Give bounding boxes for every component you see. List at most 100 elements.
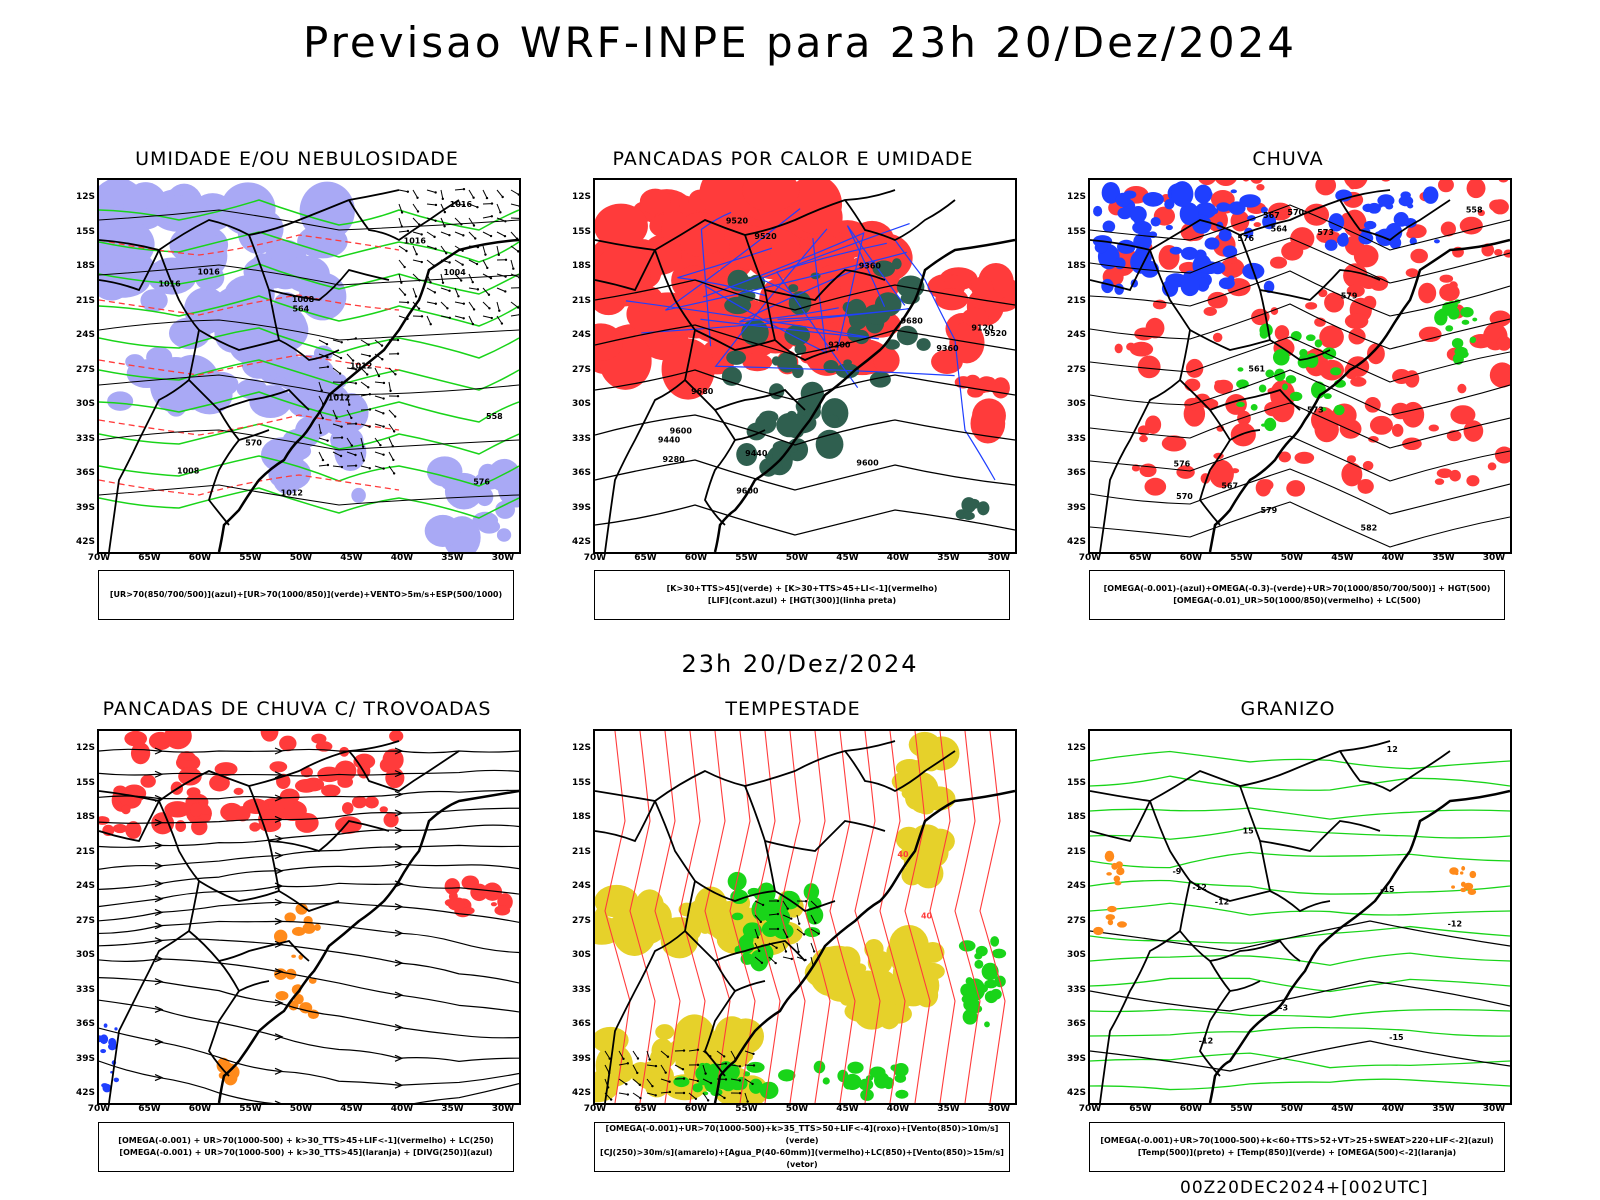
pressure-contour	[99, 484, 519, 506]
coastline	[217, 238, 519, 552]
humidity-low-levels-contour	[99, 391, 519, 423]
lon-tick-label: 40W	[886, 1104, 910, 1114]
geopotential-500-contour	[1090, 204, 1510, 251]
lat-tick-label: 24S	[1066, 881, 1086, 891]
streamline	[99, 977, 519, 1039]
lon-tick-label: 50W	[785, 1104, 809, 1114]
contour-label: 570	[1287, 208, 1304, 217]
thickness-contour	[99, 474, 400, 496]
lat-tick-label: 18S	[571, 812, 591, 822]
panel-legend: [OMEGA(-0.001) + UR>70(1000-500) + k>30_…	[98, 1122, 514, 1172]
lon-tick-label: 55W	[239, 553, 262, 563]
lat-tick-label: 21S	[75, 846, 95, 857]
panel-legend: [K>30+TTS>45](verde) + [K>30+TTS>45+LI<-…	[594, 570, 1010, 620]
lifted-index-contour	[700, 211, 732, 347]
panel-legend: [OMEGA(-0.001)+UR>70(1000-500)+k>35_TTS>…	[594, 1122, 1010, 1172]
border-line	[1209, 388, 1301, 411]
temp-500-contour	[1090, 1040, 1510, 1072]
lon-tick-label: 55W	[1230, 1104, 1253, 1114]
geopotential-300-contour	[595, 279, 1015, 311]
contour-label: 9360	[859, 261, 882, 270]
geopotential-500-contour	[1090, 369, 1510, 416]
border-line	[703, 990, 736, 1077]
streamline-850	[854, 731, 881, 1103]
lifted-index-contour	[625, 300, 879, 340]
political-borders	[595, 189, 1015, 552]
border-line	[694, 329, 776, 351]
map-frame: 582 579 576 573 570 567 564 561 558 579 576 573 570 5…	[1088, 178, 1512, 554]
pressure-contour	[99, 429, 519, 451]
lat-tick-label: 18S	[571, 261, 591, 271]
lat-tick-label: 24S	[571, 330, 591, 340]
contour-label: 9600	[670, 426, 693, 435]
contour-label: 576	[1174, 459, 1191, 468]
temp-850-contour	[1090, 1026, 1510, 1037]
streamline	[99, 807, 519, 824]
map-frame: 9680 9680 9600 9600 9520 9520 9440 9440 9360 9360…	[593, 178, 1017, 554]
lon-tick-label: 35W	[937, 553, 960, 563]
temp-850-contour	[1090, 750, 1510, 770]
wind-vectors	[318, 337, 400, 475]
contour-label: -9	[1172, 867, 1181, 876]
lon-tick-label: 65W	[1129, 1104, 1152, 1114]
border-line	[1239, 785, 1381, 853]
lat-tick-label: 36S	[571, 468, 591, 478]
lon-tick-label: 70W	[87, 553, 111, 563]
jet-stream-area	[595, 884, 804, 959]
lat-tick-label: 42S	[571, 1088, 591, 1098]
streamline	[99, 844, 519, 870]
border-line	[218, 388, 310, 411]
lat-tick-label: 36S	[1066, 1019, 1086, 1029]
streamline	[99, 824, 519, 848]
lon-tick-label: 50W	[785, 553, 809, 563]
map-frame: 40 40	[593, 729, 1017, 1105]
lifted-index-contour	[677, 247, 773, 297]
lat-tick-label: 27S	[571, 915, 591, 926]
thickness-contour	[99, 354, 400, 376]
streamline	[99, 1027, 519, 1086]
humidity-low-levels-contour	[99, 455, 519, 487]
contour-label: 573	[1317, 228, 1334, 237]
temp-850-contour	[1090, 1008, 1510, 1018]
contour-label: 9520	[985, 329, 1008, 338]
omega-500-area	[1449, 866, 1477, 896]
contour-label: -12	[1199, 1037, 1213, 1046]
humidity-low-levels-contour	[99, 359, 519, 391]
lon-tick-label: 30W	[1482, 1104, 1506, 1114]
humidity-low-levels-contour	[99, 295, 519, 327]
lat-tick-label: 30S	[1066, 399, 1086, 409]
contour-label: 579	[1341, 292, 1358, 301]
contour-label: 567	[1221, 481, 1238, 490]
legend-line: [LIF](cont.azul) + [HGT(300)](linha pret…	[707, 596, 897, 605]
geopotential-300-contour	[595, 459, 1015, 491]
lat-tick-label: 18S	[1066, 812, 1086, 822]
humidity-low-levels-contour	[99, 263, 519, 295]
contour-label: 9280	[662, 455, 685, 464]
contour-label: 9520	[726, 216, 749, 225]
political-borders	[595, 740, 1015, 1103]
temp-850-contour	[1090, 902, 1510, 916]
border-line	[1090, 740, 1391, 802]
legend-line: [CJ(250)>30m/s](amarelo)+[Agua_P(40-60mm…	[600, 1148, 1004, 1169]
lon-tick-label: 45W	[1331, 553, 1354, 563]
lon-tick-label: 35W	[1432, 1104, 1455, 1114]
map-svg: -12 -15 -12 -9 -3 -12 -15 -12 12 15	[1090, 740, 1510, 1103]
border-line	[348, 199, 460, 242]
lon-tick-label: 30W	[491, 1104, 515, 1114]
contour-label: 9440	[658, 435, 681, 444]
forecast-run-label: 00Z20DEC2024+[002UTC]	[1180, 1178, 1429, 1198]
contour-label: 40	[897, 850, 909, 859]
political-borders	[1090, 740, 1510, 1103]
political-borders	[99, 740, 519, 1103]
lifted-index-contour	[846, 225, 906, 307]
streamline	[99, 938, 519, 984]
lat-tick-label: 30S	[571, 399, 591, 409]
lat-tick-label: 15S	[1066, 777, 1086, 788]
lon-tick-label: 35W	[441, 553, 464, 563]
lat-tick-label: 42S	[75, 537, 95, 547]
lon-tick-label: 65W	[634, 1104, 657, 1114]
lat-tick-label: 36S	[1066, 468, 1086, 478]
contour-label: -12	[1215, 897, 1229, 906]
lon-tick-label: 60W	[1179, 1104, 1203, 1114]
pressure-contour	[99, 374, 519, 396]
